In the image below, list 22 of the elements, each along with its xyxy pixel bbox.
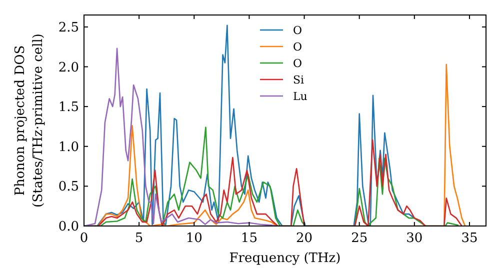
y-axis-title: Phonon projected DOS (States/THz·primitive cell) — [13, 33, 46, 208]
legend-label: Si — [293, 73, 305, 86]
legend-label: O — [293, 56, 302, 70]
line-series — [84, 48, 278, 226]
x-tick-label: 25 — [351, 231, 368, 246]
x-tick-label: 15 — [240, 231, 258, 246]
legend-label: O — [293, 40, 302, 54]
y-tick-label: 0.0 — [58, 220, 79, 235]
legend-label: Lu — [293, 90, 308, 103]
legend-label: O — [293, 24, 302, 37]
x-tick-label: 5 — [134, 231, 144, 246]
x-axis-title: Frequency (THz) — [229, 251, 341, 266]
y-tick-label: 1.5 — [58, 100, 79, 116]
y-tick-label: 2.0 — [58, 60, 79, 76]
x-tick-label: 30 — [406, 231, 423, 246]
y-tick-label: 0.5 — [58, 180, 79, 195]
x-tick-label: 0 — [80, 231, 88, 246]
y-tick-label: 1.0 — [58, 140, 79, 155]
x-tick-label: 10 — [186, 231, 202, 246]
x-tick-label: 35 — [461, 231, 478, 246]
y-tick-label: 2.5 — [58, 20, 79, 36]
x-tick-label: 20 — [296, 231, 313, 246]
